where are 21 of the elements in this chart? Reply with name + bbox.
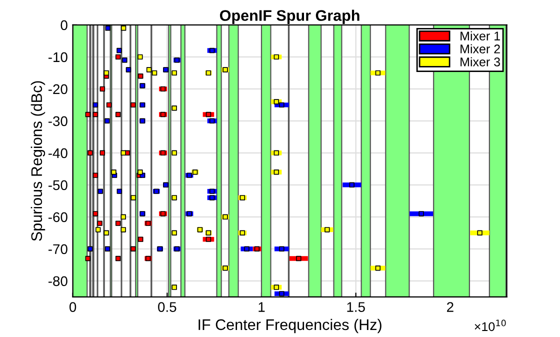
x-tick-label: 1 [258, 302, 265, 312]
legend-label: Mixer 3 [460, 57, 500, 66]
x-axis-title: IF Center Frequencies (Hz) [198, 318, 382, 334]
legend-label: Mixer 2 [460, 44, 500, 54]
legend-label: Mixer 1 [460, 31, 500, 40]
y-tick-label: -70 [48, 244, 68, 254]
y-tick-label: 0 [60, 20, 68, 30]
y-tick-label: -30 [48, 116, 68, 126]
x-tick-label: 1.5 [347, 302, 365, 312]
y-tick-label: -40 [48, 148, 68, 158]
x-tick-label: 0.5 [158, 302, 176, 312]
y-axis-title: Spurious Regions (dBc) [30, 81, 46, 241]
x-tick-label: 0 [69, 302, 76, 312]
chart-title: OpenIF Spur Graph [220, 10, 360, 24]
x-tick-label: 2 [447, 302, 454, 312]
y-tick-label: -10 [48, 52, 68, 62]
y-tick-label: -60 [48, 212, 68, 222]
text: ×10$^{10}$ [474, 320, 506, 332]
y-tick-label: -20 [48, 84, 68, 94]
y-tick-label: -80 [48, 276, 68, 286]
y-tick-label: -50 [48, 180, 68, 190]
